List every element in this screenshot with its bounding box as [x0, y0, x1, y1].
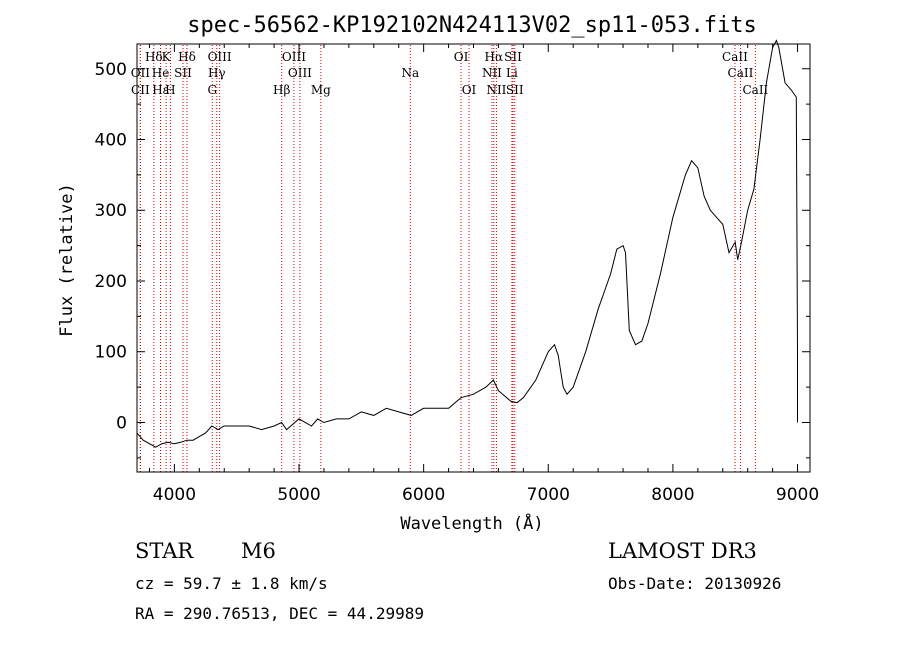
spectral-line-label: CaII: [742, 83, 768, 97]
x-tick-label: 9000: [776, 485, 819, 505]
y-tick-label: 400: [95, 131, 127, 151]
chart-title: spec-56562-KP192102N424113V02_sp11-053.f…: [187, 13, 757, 38]
y-axis-label: Flux (relative): [57, 183, 77, 337]
spectral-line-label: Li: [506, 66, 518, 80]
y-tick-label: 100: [95, 343, 127, 363]
spectral-line-label: H: [165, 83, 175, 97]
spectral-line-label: OIII: [208, 50, 232, 64]
spectral-line-label: OIII: [282, 50, 306, 64]
survey-name: LAMOST DR3: [608, 539, 757, 563]
x-tick-label: 5000: [277, 485, 320, 505]
axis-ticks: 4000 5000 6000 7000 8000 9000 0 100 200 300 400 500: [95, 44, 819, 505]
x-axis-label: Wavelength (Å): [400, 512, 543, 534]
spectrum-series: [136, 39, 798, 448]
spectral-line-label: CaII: [728, 66, 754, 80]
spectral-line-label: SII: [506, 83, 524, 97]
y-tick-label: 200: [95, 272, 127, 292]
y-tick-label: 0: [116, 413, 127, 433]
coordinates: RA = 290.76513, DEC = 44.29989: [135, 604, 424, 623]
spectral-line-label: G: [207, 83, 217, 97]
spectral-line-label: Hα: [485, 50, 504, 64]
spectral-line-label: OII: [131, 66, 151, 80]
spectral-line-label: Hβ: [273, 83, 290, 97]
spectral-line-label: OI: [462, 83, 477, 97]
y-tick-label: 300: [95, 201, 127, 221]
spectral-line-label: OI: [454, 50, 469, 64]
redshift-cz: cz = 59.7 ± 1.8 km/s: [135, 574, 328, 593]
x-tick-label: 8000: [651, 485, 694, 505]
spectral-line-label: CaII: [722, 50, 748, 64]
observation-date: Obs-Date: 20130926: [608, 574, 782, 593]
spectral-line-label: CII: [131, 83, 150, 97]
spectral-line-label: NII: [482, 66, 502, 80]
x-tick-label: 6000: [402, 485, 445, 505]
spectral-line-labels: Hδ OII CII Hε He K H SII Hδ OIII Hγ G OIII OIII Hβ Mg Na…: [131, 50, 769, 97]
spectral-line-label: Hδ: [145, 50, 163, 64]
object-subclass: M6: [241, 539, 276, 563]
spectral-line-label: Hε: [152, 83, 169, 97]
spectral-line-label: OIII: [288, 66, 312, 80]
spectral-line-label: Hδ: [178, 50, 196, 64]
spectral-line-label: NII: [486, 83, 506, 97]
spectral-line-label: SII: [174, 66, 192, 80]
spectral-line-label: SII: [504, 50, 522, 64]
spectral-line-label: K: [162, 50, 172, 64]
spectral-line-label: He: [152, 66, 170, 80]
spectral-line-markers: [139, 45, 756, 472]
spectrum-line: [136, 39, 798, 448]
spectral-line-label: Na: [401, 66, 419, 80]
x-tick-label: 4000: [153, 485, 196, 505]
y-tick-label: 500: [95, 60, 127, 80]
x-tick-label: 7000: [527, 485, 570, 505]
spectral-line-label: Mg: [311, 83, 331, 97]
plot-frame: [136, 43, 811, 473]
object-class: STAR: [135, 539, 194, 563]
spectral-line-label: Hγ: [208, 66, 226, 80]
